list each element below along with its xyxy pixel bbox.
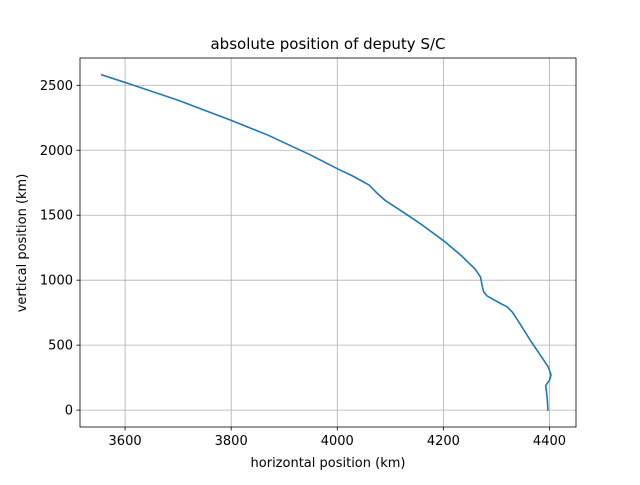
x-tick-label: 4000: [321, 434, 354, 449]
y-tick-label: 1500: [40, 209, 73, 224]
series-layer: [100, 73, 552, 411]
y-axis-label: vertical position (km): [15, 174, 30, 313]
x-tick-label: 3800: [215, 434, 248, 449]
plot-frame: [79, 57, 577, 428]
y-tick-label: 1000: [40, 274, 73, 289]
tick-layer: 3600 3800 4000 4200 4400 0 500 1000 1500 2000 2500: [40, 79, 566, 449]
y-tick-label: 2000: [40, 144, 73, 159]
x-axis-label: horizontal position (km): [251, 456, 406, 471]
grid-layer: [80, 58, 576, 427]
y-tick-label: 500: [48, 339, 73, 354]
series-line-0: [100, 73, 552, 411]
y-tick-label: 0: [65, 404, 73, 419]
x-tick-label: 3600: [109, 434, 142, 449]
y-tick-label: 2500: [40, 79, 73, 94]
x-tick-label: 4400: [533, 434, 566, 449]
chart-title: absolute position of deputy S/C: [210, 35, 445, 53]
x-tick-label: 4200: [427, 434, 460, 449]
